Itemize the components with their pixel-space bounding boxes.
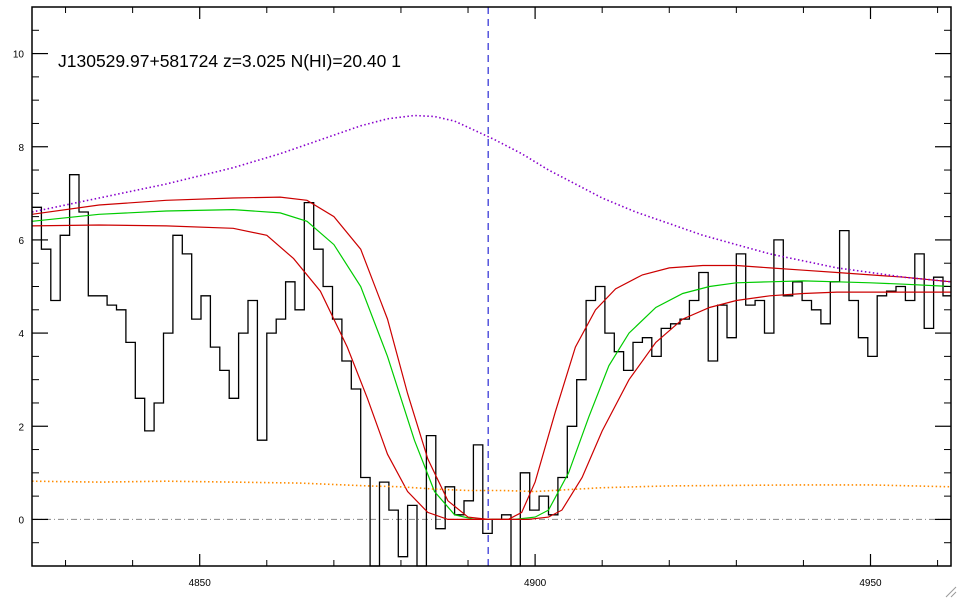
y-tick-label: 4 <box>18 329 24 340</box>
series-line-1 <box>31 208 952 520</box>
chart-title: J130529.97+581724 z=3.025 N(HI)=20.40 1 <box>58 51 401 71</box>
y-tick-label: 2 <box>18 422 24 433</box>
series-line-2 <box>31 196 952 520</box>
x-tick-label: 4950 <box>859 578 882 589</box>
x-tick-label: 4900 <box>524 578 547 589</box>
series-line-3 <box>31 224 951 520</box>
y-tick-label: 8 <box>18 143 24 154</box>
y-tick-label: 6 <box>18 236 24 247</box>
resize-corner-icon <box>945 586 957 598</box>
y-tick-label: 10 <box>13 50 25 61</box>
series-line-4 <box>31 114 952 283</box>
y-tick-label: 0 <box>18 515 24 526</box>
series-line-5 <box>31 480 952 493</box>
x-tick-label: 4850 <box>189 578 212 589</box>
